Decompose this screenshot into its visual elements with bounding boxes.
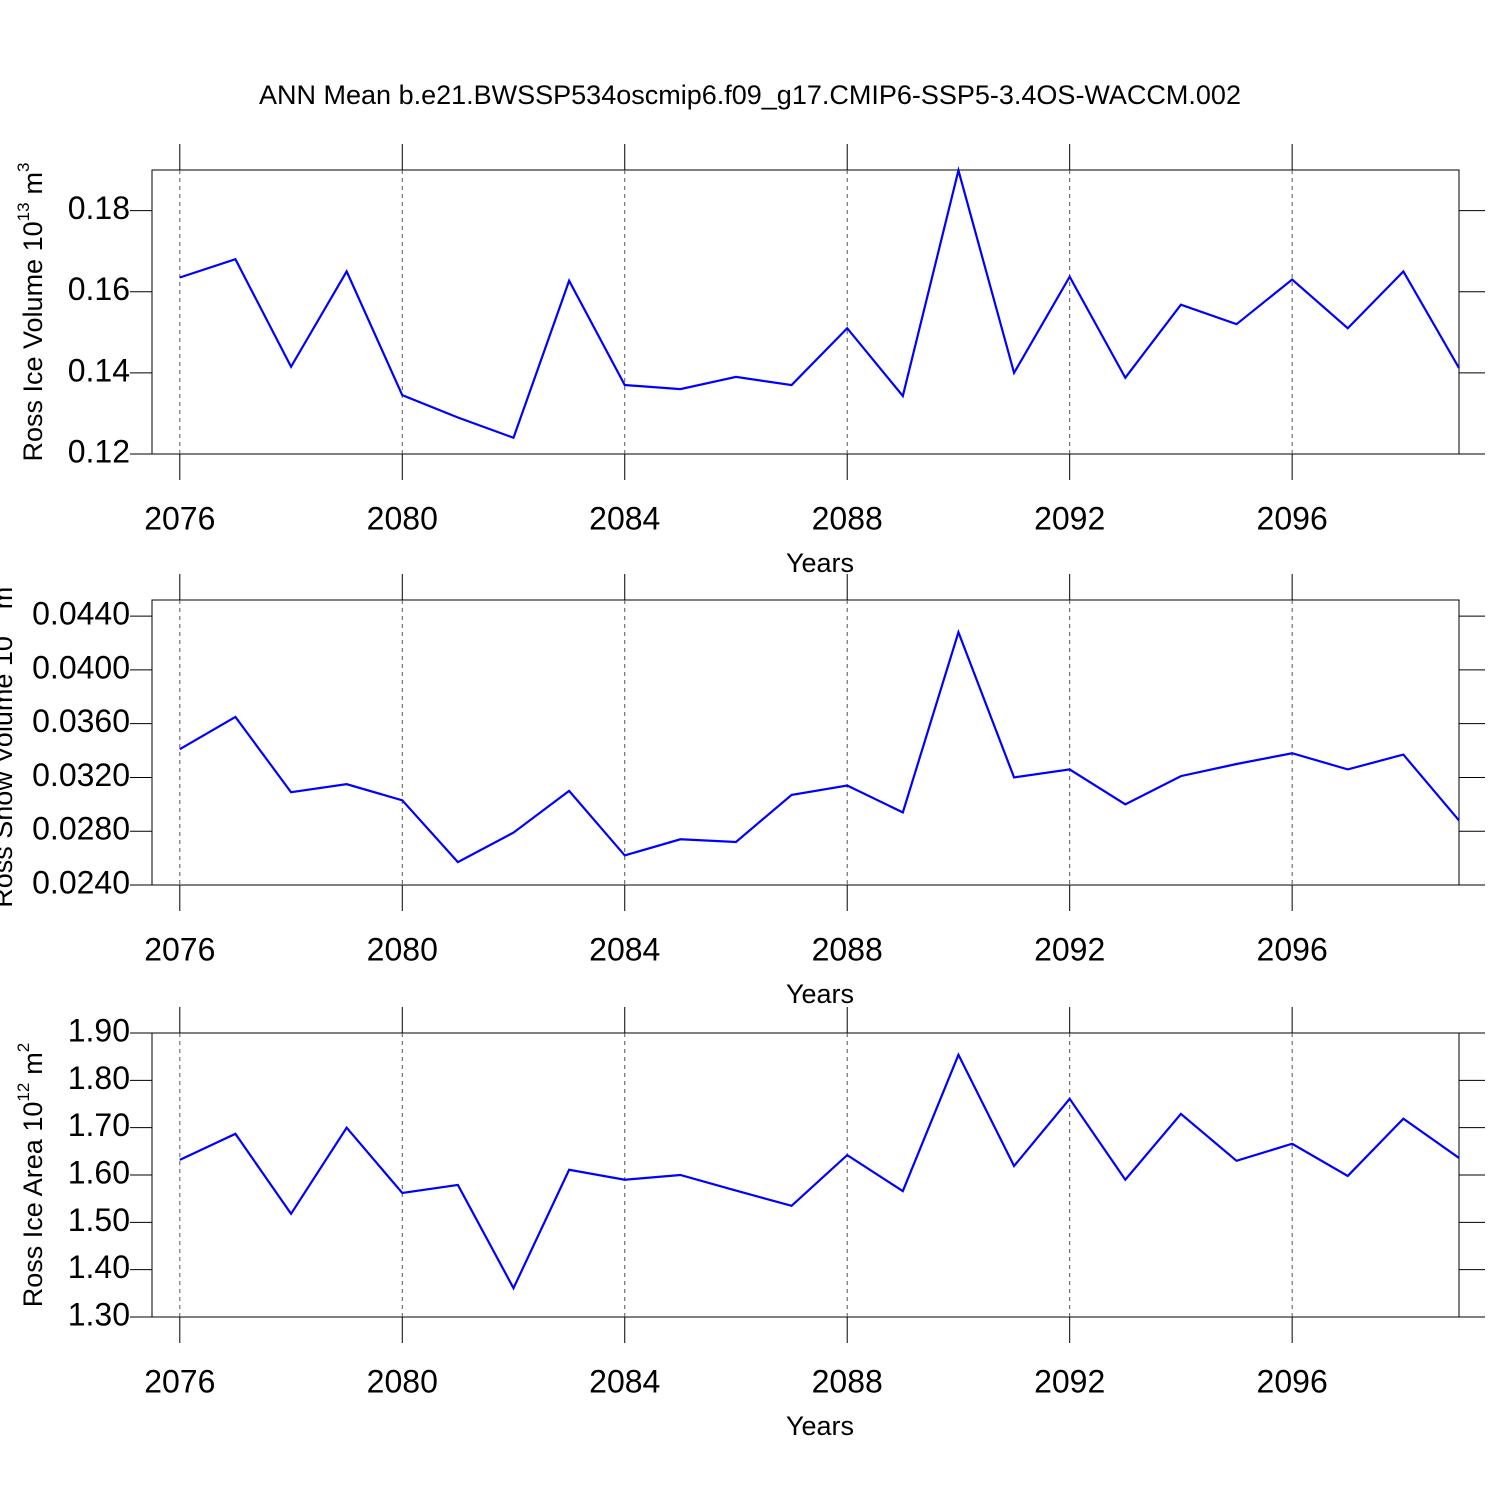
x-tick-label: 2092: [1034, 931, 1105, 967]
x-tick-label: 2080: [367, 500, 438, 536]
plot-frame: [151, 1032, 1460, 1318]
y-tick-label: 1.80: [68, 1060, 130, 1096]
y-tick-label: 0.0320: [32, 757, 130, 793]
x-axis-label: Years: [786, 548, 854, 578]
y-axis-label-part: Ross Ice Volume 10: [18, 221, 48, 461]
y-axis-label-part: Ross Ice Area 10: [18, 1102, 48, 1308]
y-tick-label: 0.0280: [32, 811, 130, 847]
x-tick-label: 2096: [1257, 1363, 1328, 1399]
y-tick-label: 1.40: [68, 1249, 130, 1285]
figure-title: ANN Mean b.e21.BWSSP534oscmip6.f09_g17.C…: [259, 80, 1241, 110]
y-axis-label-part: Ross Snow Volume 10: [0, 636, 18, 908]
y-tick-label: 0.12: [68, 433, 130, 469]
y-axis-label-part: m: [18, 1052, 48, 1075]
plot-frame: [151, 169, 1460, 455]
x-axis-label: Years: [786, 1411, 854, 1441]
x-tick-label: 2076: [144, 931, 215, 967]
y-axis-label: Ross Snow Volume 1013 m3: [0, 577, 18, 908]
y-axis-label-part: 2: [14, 1043, 33, 1052]
x-tick-label: 2076: [144, 1363, 215, 1399]
y-axis-label-part: 12: [14, 1083, 33, 1102]
y-axis-label-part: 3: [0, 577, 3, 586]
x-tick-label: 2084: [589, 500, 660, 536]
y-tick-label: 0.0440: [32, 596, 130, 632]
y-axis-label-part: 3: [14, 162, 33, 171]
plot-frame: [151, 599, 1460, 886]
y-axis-label-part: m: [0, 587, 18, 610]
y-tick-label: 0.0400: [32, 649, 130, 685]
data-line: [179, 628, 1460, 864]
y-tick-label: 1.70: [68, 1107, 130, 1143]
x-tick-label: 2092: [1034, 1363, 1105, 1399]
y-axis-label-part: 13: [0, 617, 3, 636]
x-tick-label: 2088: [812, 1363, 883, 1399]
y-tick-label: 0.0360: [32, 703, 130, 739]
y-tick-label: 0.18: [68, 190, 130, 226]
y-tick-label: 1.50: [68, 1202, 130, 1238]
y-axis-label-part: 13: [14, 202, 33, 221]
x-tick-label: 2092: [1034, 500, 1105, 536]
y-tick-label: 1.90: [68, 1012, 130, 1048]
y-axis-label: Ross Ice Volume 1013 m3: [14, 162, 48, 461]
data-line: [179, 166, 1460, 440]
y-tick-label: 1.60: [68, 1154, 130, 1190]
x-tick-label: 2080: [367, 1363, 438, 1399]
x-tick-label: 2088: [812, 931, 883, 967]
y-tick-label: 0.16: [68, 271, 130, 307]
x-tick-label: 2096: [1257, 931, 1328, 967]
y-tick-label: 0.0240: [32, 864, 130, 900]
y-tick-label: 0.14: [68, 352, 130, 388]
y-tick-label: 1.30: [68, 1296, 130, 1332]
y-axis-label: Ross Ice Area 1012 m2: [14, 1043, 48, 1308]
data-line: [179, 1052, 1460, 1291]
x-axis-label: Years: [786, 979, 854, 1009]
x-tick-label: 2096: [1257, 500, 1328, 536]
y-axis-label-part: m: [18, 172, 48, 195]
x-tick-label: 2080: [367, 931, 438, 967]
x-tick-label: 2088: [812, 500, 883, 536]
x-tick-label: 2084: [589, 931, 660, 967]
x-tick-label: 2076: [144, 500, 215, 536]
x-tick-label: 2084: [589, 1363, 660, 1399]
